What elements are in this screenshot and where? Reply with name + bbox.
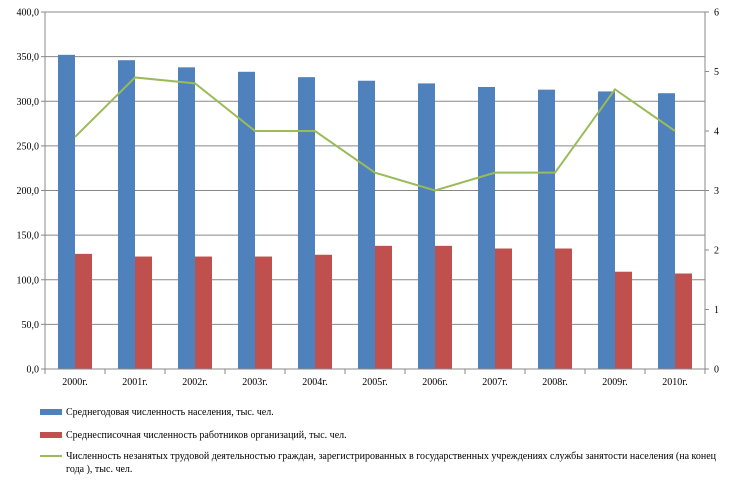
bar-population bbox=[418, 83, 435, 370]
bar-workers bbox=[615, 271, 632, 369]
legend-label-population: Среднегодовая численность населения, тыс… bbox=[66, 407, 274, 418]
x-tick-label: 2010г. bbox=[662, 377, 687, 388]
bar-workers bbox=[555, 248, 572, 369]
x-tick-label: 2001г. bbox=[122, 377, 147, 388]
bar-population bbox=[298, 77, 315, 369]
x-tick-label: 2007г. bbox=[482, 377, 507, 388]
bar-population bbox=[238, 71, 255, 370]
bar-workers bbox=[435, 245, 452, 369]
x-tick-label: 2004г. bbox=[302, 377, 327, 388]
y-tick-label-right: 4 bbox=[714, 127, 719, 138]
x-tick-label: 2002г. bbox=[182, 377, 207, 388]
bar-workers bbox=[495, 248, 512, 369]
x-axis: 2000г. 2001г. 2002г. 2003г. 2004г. 2005г. 2006… bbox=[44, 368, 706, 388]
bar-population bbox=[358, 80, 375, 369]
bar-workers bbox=[135, 256, 152, 369]
bar-workers bbox=[675, 273, 692, 369]
x-tick-label: 2003г. bbox=[242, 377, 267, 388]
y-tick-label-right: 0 bbox=[714, 365, 719, 376]
legend-label-unemployed: Численность незанятых трудовой деятельно… bbox=[66, 451, 717, 475]
y-tick-label-right: 2 bbox=[714, 246, 719, 257]
x-tick-label: 2008г. bbox=[542, 377, 567, 388]
legend-item-workers: Среднесписочная численность работников о… bbox=[40, 429, 720, 443]
bar-workers bbox=[75, 253, 92, 369]
line-unemployed bbox=[74, 76, 676, 192]
y-axis-right: 0 1 2 3 4 5 6 bbox=[704, 8, 719, 376]
line-series bbox=[74, 76, 676, 192]
legend-swatch-red bbox=[40, 432, 62, 438]
bar-population bbox=[118, 60, 135, 369]
legend-swatch-green bbox=[40, 455, 62, 457]
bar-workers bbox=[195, 256, 212, 369]
x-tick-label: 2009г. bbox=[602, 377, 627, 388]
y-tick-label-right: 6 bbox=[714, 8, 719, 19]
y-tick-label-right: 1 bbox=[714, 305, 719, 316]
y-tick-label-right: 3 bbox=[714, 186, 719, 197]
legend-item-unemployed: Численность незанятых трудовой деятельно… bbox=[40, 450, 720, 478]
y-axis-left: 0,0 50,0 100,0 150,0 200,0 250,0 300,0 350,0 400… bbox=[17, 8, 46, 376]
bar-population bbox=[598, 91, 615, 370]
bars bbox=[58, 54, 692, 370]
bar-population bbox=[58, 54, 75, 370]
bar-population bbox=[478, 86, 495, 369]
y-tick-label-left: 250,0 bbox=[17, 141, 40, 152]
bar-workers bbox=[315, 254, 332, 369]
bar-workers bbox=[255, 256, 272, 369]
x-tick-label: 2000г. bbox=[62, 377, 87, 388]
bar-population bbox=[178, 67, 195, 370]
y-tick-label-left: 150,0 bbox=[17, 231, 40, 242]
y-tick-label-left: 100,0 bbox=[17, 275, 40, 286]
y-tick-label-left: 0,0 bbox=[27, 365, 40, 376]
legend-swatch-blue bbox=[40, 409, 62, 415]
y-tick-label-right: 5 bbox=[714, 67, 719, 78]
x-tick-label: 2005г. bbox=[362, 377, 387, 388]
y-tick-label-left: 200,0 bbox=[17, 186, 40, 197]
x-tick-label: 2006г. bbox=[422, 377, 447, 388]
bar-workers bbox=[375, 245, 392, 369]
legend-label-workers: Среднесписочная численность работников о… bbox=[66, 430, 347, 441]
y-tick-label-left: 400,0 bbox=[17, 8, 40, 19]
y-tick-label-left: 350,0 bbox=[17, 52, 40, 63]
y-tick-label-left: 50,0 bbox=[22, 320, 40, 331]
y-tick-label-left: 300,0 bbox=[17, 97, 40, 108]
bar-population bbox=[538, 89, 555, 370]
bar-population bbox=[658, 93, 675, 369]
legend-item-population: Среднегодовая численность населения, тыс… bbox=[40, 406, 720, 420]
